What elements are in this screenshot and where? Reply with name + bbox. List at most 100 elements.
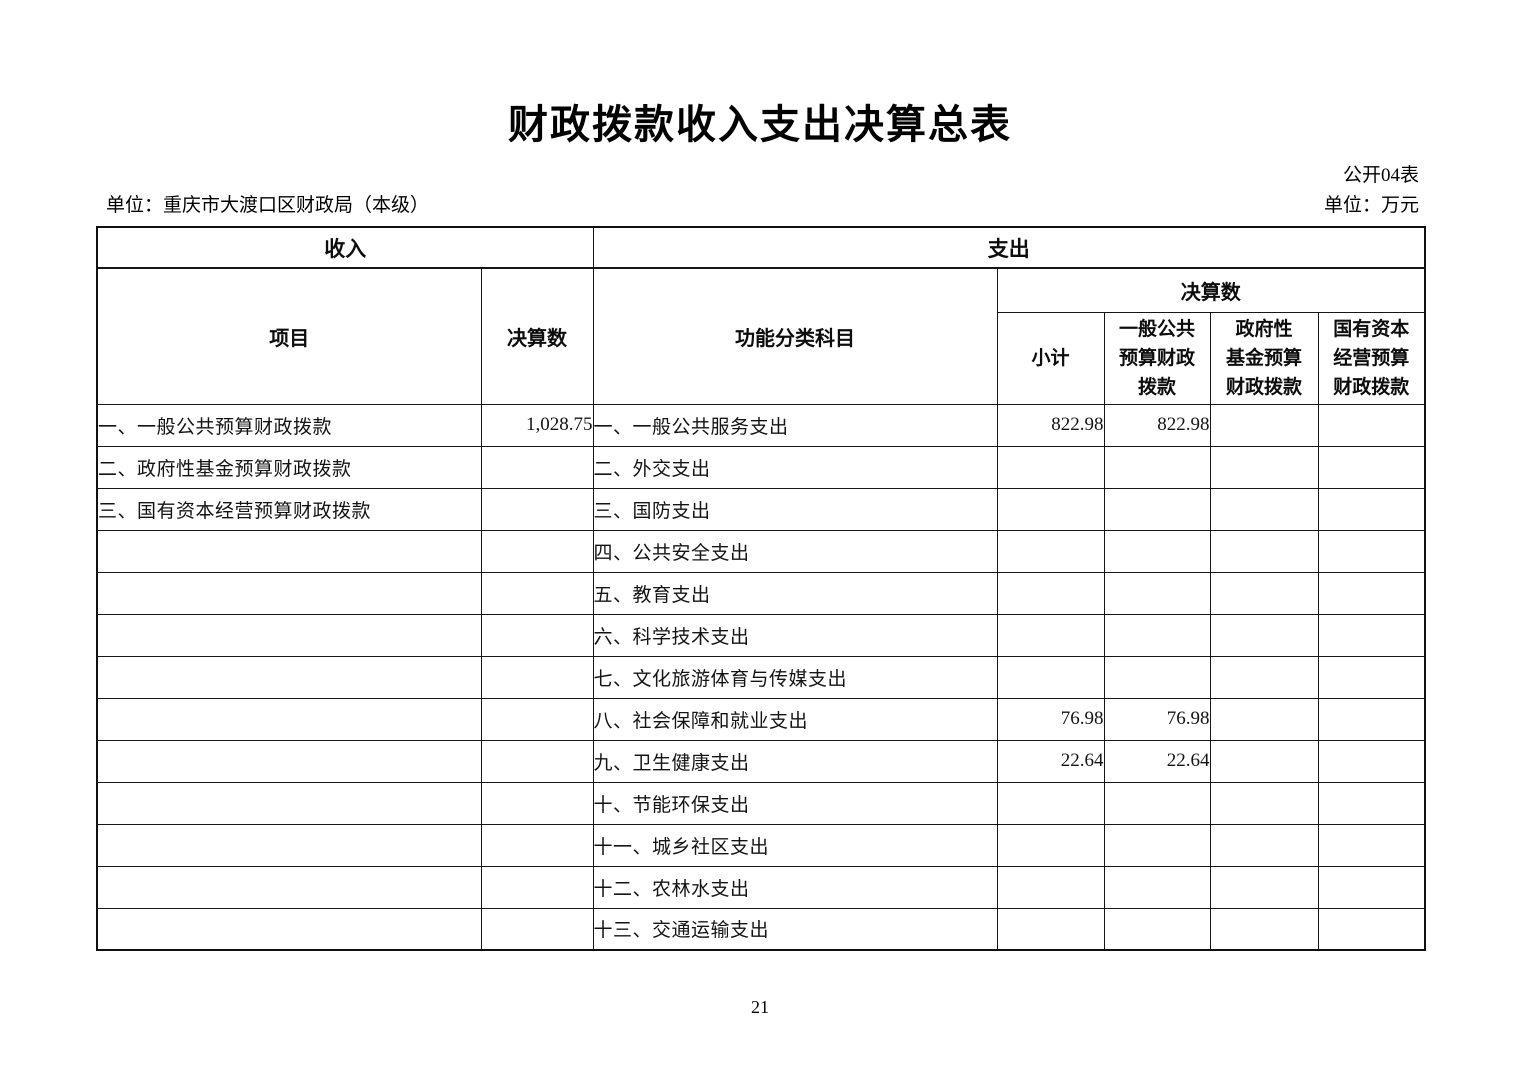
expense-state-capital-cell: [1317, 655, 1426, 699]
expense-gov-fund-cell: [1209, 613, 1319, 657]
expense-gov-fund-cell: [1209, 865, 1319, 909]
budget-summary-table: 收入 支出 项目 决算数 功能分类科目 决算数 小计 一般公共 预算财政 拨款 …: [96, 226, 1427, 951]
income-item-cell: [96, 655, 482, 699]
column-header-row-2: 小计 一般公共 预算财政 拨款 政府性 基金预算 财政拨款 国有资本 经营预算 …: [97, 311, 1426, 405]
subtotal-column-header: 小计: [996, 311, 1105, 405]
expense-general-budget-cell: [1103, 487, 1211, 531]
expense-subtotal-cell: [996, 865, 1105, 909]
table-row: 六、科学技术支出: [96, 613, 1426, 657]
income-amount-cell: [480, 907, 594, 951]
income-amount-cell: [480, 865, 594, 909]
expense-general-budget-cell: 822.98: [1103, 403, 1211, 447]
expense-item-cell: 八、社会保障和就业支出: [592, 697, 998, 741]
expense-subtotal-cell: 22.64: [996, 739, 1105, 783]
expense-state-capital-cell: [1317, 907, 1426, 951]
unit-line: 单位：重庆市大渡口区财政局（本级） 单位：万元: [96, 193, 1424, 218]
expense-state-capital-cell: [1317, 571, 1426, 615]
expense-general-budget-cell: [1103, 865, 1211, 909]
expense-state-capital-cell: [1317, 613, 1426, 657]
expense-item-cell: 十一、城乡社区支出: [592, 823, 998, 867]
state-capital-column-header: 国有资本 经营预算 财政拨款: [1317, 311, 1426, 405]
table-code: 公开04表: [1342, 165, 1419, 186]
income-item-cell: [96, 865, 482, 909]
table-row: 八、社会保障和就业支出 76.98 76.98: [96, 697, 1426, 741]
expense-gov-fund-cell: [1209, 403, 1319, 447]
expense-general-budget-cell: [1103, 529, 1211, 573]
income-amount-cell: [480, 445, 594, 489]
income-amount-cell: [480, 487, 594, 531]
expense-state-capital-cell: [1317, 403, 1426, 447]
expense-state-capital-cell: [1317, 823, 1426, 867]
expense-gov-fund-cell: [1209, 697, 1319, 741]
income-amount-cell: [480, 781, 594, 825]
expense-subtotal-cell: [996, 781, 1105, 825]
income-amount-cell: 1,028.75: [480, 403, 594, 447]
general-budget-column-header: 一般公共 预算财政 拨款: [1103, 311, 1211, 405]
expense-state-capital-cell: [1317, 697, 1426, 741]
expense-state-capital-cell: [1317, 865, 1426, 909]
expense-general-budget-cell: 22.64: [1103, 739, 1211, 783]
expense-state-capital-cell: [1317, 739, 1426, 783]
table-row: 二、政府性基金预算财政拨款 二、外交支出: [96, 445, 1426, 489]
expense-item-cell: 九、卫生健康支出: [592, 739, 998, 783]
expense-general-budget-cell: [1103, 907, 1211, 951]
income-amount-cell: [480, 571, 594, 615]
expense-item-column-header: 功能分类科目: [592, 267, 998, 405]
column-header-row-1: 项目 决算数 功能分类科目 决算数: [96, 267, 1426, 405]
income-amount-cell: [480, 823, 594, 867]
expense-gov-fund-cell: [1209, 655, 1319, 699]
table-header: 收入 支出 项目 决算数 功能分类科目 决算数 小计 一般公共 预算财政 拨款 …: [96, 226, 1426, 405]
table-row: 三、国有资本经营预算财政拨款 三、国防支出: [96, 487, 1426, 531]
income-section-header: 收入: [96, 226, 594, 269]
expense-item-cell: 二、外交支出: [592, 445, 998, 489]
expense-general-budget-cell: [1103, 781, 1211, 825]
expense-item-cell: 十二、农林水支出: [592, 865, 998, 909]
expense-gov-fund-cell: [1209, 907, 1319, 951]
expense-general-budget-cell: [1103, 445, 1211, 489]
income-item-cell: 一、一般公共预算财政拨款: [96, 403, 482, 447]
page-number: 21: [751, 997, 769, 1017]
expense-subtotal-cell: 822.98: [996, 403, 1105, 447]
table-row: 五、教育支出: [96, 571, 1426, 615]
expense-gov-fund-cell: [1209, 529, 1319, 573]
expense-item-cell: 十三、交通运输支出: [592, 907, 998, 951]
table-row: 四、公共安全支出: [96, 529, 1426, 573]
income-item-cell: 三、国有资本经营预算财政拨款: [96, 487, 482, 531]
income-item-cell: [96, 907, 482, 951]
expense-gov-fund-cell: [1209, 445, 1319, 489]
page-title: 财政拨款收入支出决算总表: [508, 103, 1012, 147]
section-header-row: 收入 支出: [96, 226, 1426, 269]
expense-subtotal-cell: 76.98: [996, 697, 1105, 741]
income-item-cell: [96, 823, 482, 867]
table-row: 十三、交通运输支出: [96, 907, 1426, 951]
table-row: 十、节能环保支出: [96, 781, 1426, 825]
expense-subtotal-cell: [996, 529, 1105, 573]
income-amount-cell: [480, 655, 594, 699]
expense-general-budget-cell: [1103, 655, 1211, 699]
expense-item-cell: 三、国防支出: [592, 487, 998, 531]
expense-subtotal-cell: [996, 487, 1105, 531]
expense-state-capital-cell: [1317, 445, 1426, 489]
income-amount-cell: [480, 739, 594, 783]
expense-gov-fund-cell: [1209, 487, 1319, 531]
expense-subtotal-cell: [996, 823, 1105, 867]
expense-subtotal-cell: [996, 907, 1105, 951]
expense-subtotal-cell: [996, 445, 1105, 489]
income-amount-cell: [480, 697, 594, 741]
expense-state-capital-cell: [1317, 487, 1426, 531]
gov-fund-column-header: 政府性 基金预算 财政拨款: [1209, 311, 1319, 405]
expense-item-cell: 七、文化旅游体育与传媒支出: [592, 655, 998, 699]
expense-item-cell: 四、公共安全支出: [592, 529, 998, 573]
expense-item-cell: 六、科学技术支出: [592, 613, 998, 657]
income-item-cell: [96, 697, 482, 741]
expense-subtotal-cell: [996, 613, 1105, 657]
expense-section-header: 支出: [592, 226, 1426, 269]
income-amount-column-header: 决算数: [480, 267, 594, 405]
expense-gov-fund-cell: [1209, 739, 1319, 783]
income-item-cell: [96, 613, 482, 657]
table-body: 一、一般公共预算财政拨款 1,028.75 一、一般公共服务支出 822.98 822.…: [96, 403, 1426, 951]
expense-subtotal-cell: [996, 655, 1105, 699]
table-row: 十二、农林水支出: [96, 865, 1426, 909]
income-item-cell: 二、政府性基金预算财政拨款: [96, 445, 482, 489]
table-row: 九、卫生健康支出 22.64 22.64: [96, 739, 1426, 783]
